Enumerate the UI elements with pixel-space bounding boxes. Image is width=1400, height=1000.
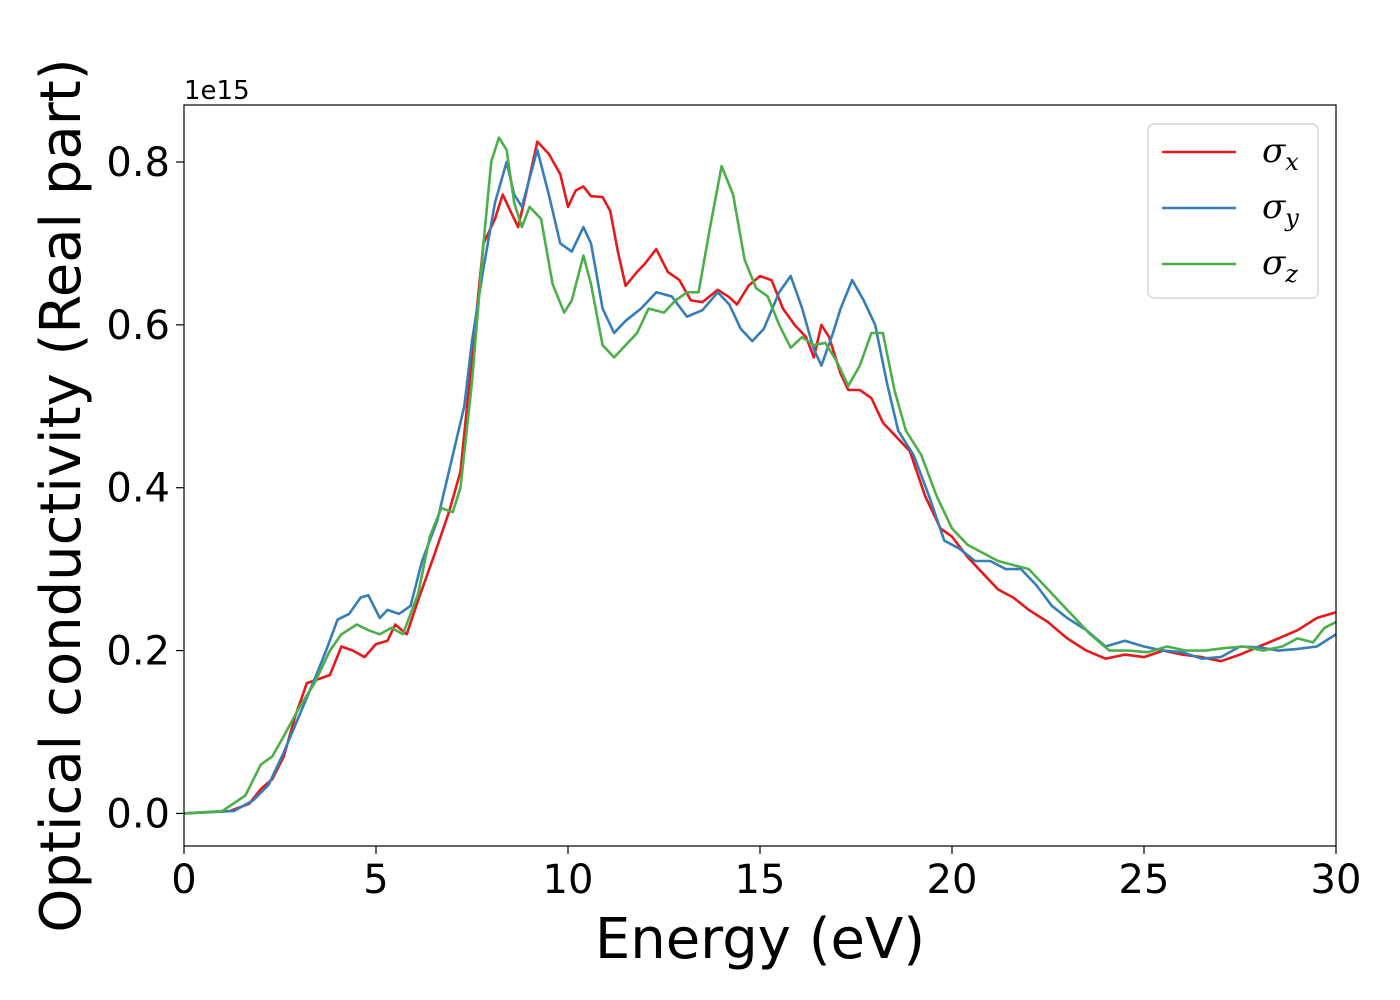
x-tick-label: 30 <box>1311 857 1362 903</box>
series-line-z <box>184 136 1336 815</box>
y-tick-label: 0.6 <box>106 303 170 349</box>
x-axis-ticks: 0 5 10 15 20 25 30 <box>171 846 1361 903</box>
x-tick-label: 10 <box>543 857 594 903</box>
legend-box <box>1147 123 1319 299</box>
x-tick-label: 0 <box>171 857 196 903</box>
plot-area <box>184 136 1336 815</box>
y-axis-title: Optical conductivity (Real part) <box>29 58 94 932</box>
y-axis-ticks: 0.0 0.2 0.4 0.6 0.8 <box>106 140 184 837</box>
plot-frame <box>183 104 1337 847</box>
legend: σx σy σz <box>1147 123 1319 299</box>
y-tick-label: 0.2 <box>106 629 170 675</box>
series-line-y <box>184 148 1336 815</box>
x-tick-label: 20 <box>927 857 978 903</box>
y-tick-label: 0.8 <box>106 140 170 186</box>
legend-label-z: σz <box>1262 243 1298 288</box>
legend-label-x: σx <box>1262 131 1299 176</box>
x-axis-title: Energy (eV) <box>595 907 925 972</box>
x-tick-label: 25 <box>1119 857 1170 903</box>
legend-label-y: σy <box>1262 187 1299 232</box>
x-tick-label: 5 <box>363 857 388 903</box>
y-axis-offset-label: 1e15 <box>184 76 250 106</box>
y-tick-label: 0.4 <box>106 466 170 512</box>
x-tick-label: 15 <box>735 857 786 903</box>
y-tick-label: 0.0 <box>106 791 170 837</box>
